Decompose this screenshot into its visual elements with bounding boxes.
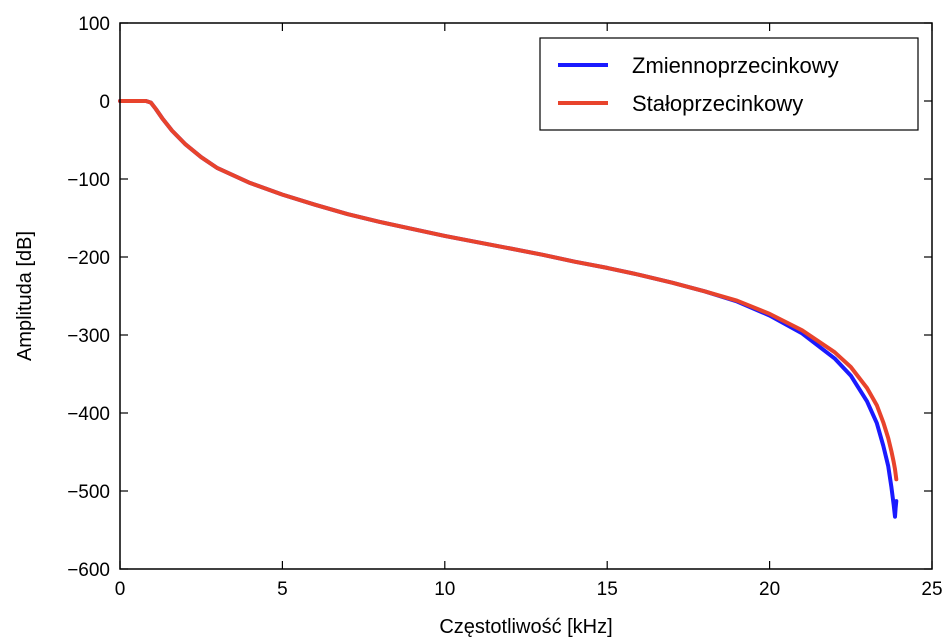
y-tick-label: −100 — [67, 170, 110, 191]
x-tick-label: 25 — [921, 579, 942, 600]
y-tick-label: −200 — [67, 248, 110, 269]
legend-label-staloprzecinkowy: Stałoprzecinkowy — [632, 91, 803, 116]
legend: Zmiennoprzecinkowy Stałoprzecinkowy — [539, 37, 919, 131]
y-tick-label: −400 — [67, 404, 110, 425]
y-axis-label: Amplituda [dB] — [14, 231, 36, 361]
y-tick-label: −600 — [67, 560, 110, 581]
x-tick-label: 5 — [277, 579, 288, 600]
legend-box — [539, 37, 919, 131]
x-tick-label: 0 — [115, 579, 126, 600]
x-tick-label: 15 — [597, 579, 618, 600]
series-lines — [118, 99, 899, 519]
y-tick-label: 100 — [78, 14, 110, 35]
x-axis-ticks: 0 5 10 15 20 25 — [115, 23, 943, 600]
x-tick-label: 10 — [434, 579, 455, 600]
y-tick-label: −500 — [67, 482, 110, 503]
legend-label-zmiennoprzecinkowy: Zmiennoprzecinkowy — [632, 53, 839, 78]
y-tick-label: −300 — [67, 326, 110, 347]
y-tick-label: 0 — [99, 92, 110, 113]
series-line-staloprzecinkowy — [118, 99, 899, 482]
plot-frame — [119, 22, 933, 570]
x-axis-label: Częstotliwość [kHz] — [439, 616, 612, 638]
x-tick-label: 20 — [759, 579, 780, 600]
